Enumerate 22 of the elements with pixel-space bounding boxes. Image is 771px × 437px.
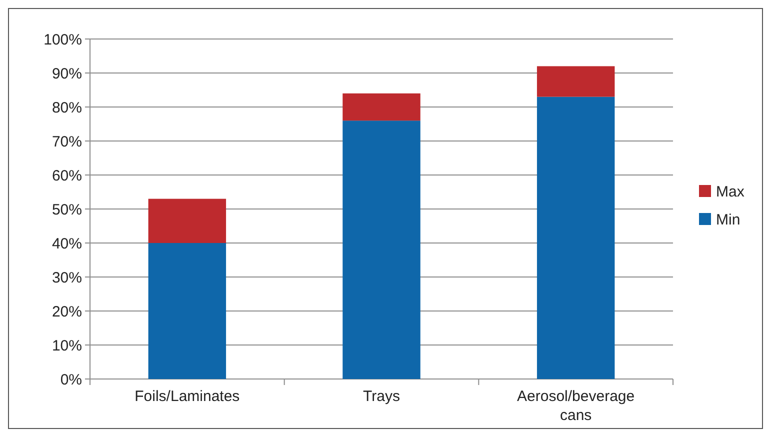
y-tick-label: 0% xyxy=(60,371,82,388)
y-tick-label: 20% xyxy=(52,303,82,320)
bar xyxy=(342,120,420,379)
y-tick-label: 30% xyxy=(52,269,82,286)
x-tick-label: Trays xyxy=(363,388,400,405)
bar xyxy=(536,96,615,379)
bar xyxy=(148,243,226,379)
y-tick-label: 60% xyxy=(52,167,82,184)
y-tick-label: 70% xyxy=(52,133,82,150)
y-tick-label: 90% xyxy=(52,65,82,82)
y-tick-label: 10% xyxy=(52,337,82,354)
x-tick-label: Aerosol/beverage cans xyxy=(517,388,635,424)
y-tick-label: 50% xyxy=(52,201,82,218)
y-tick-label: 100% xyxy=(44,31,82,48)
bar xyxy=(148,198,226,243)
legend-label: Max xyxy=(716,183,745,200)
y-tick-label: 40% xyxy=(52,235,82,252)
bar xyxy=(536,66,615,97)
x-tick-label: Foils/Laminates xyxy=(134,388,240,405)
bar xyxy=(342,93,420,121)
legend-label: Min xyxy=(716,211,740,228)
y-tick-label: 80% xyxy=(52,99,82,116)
